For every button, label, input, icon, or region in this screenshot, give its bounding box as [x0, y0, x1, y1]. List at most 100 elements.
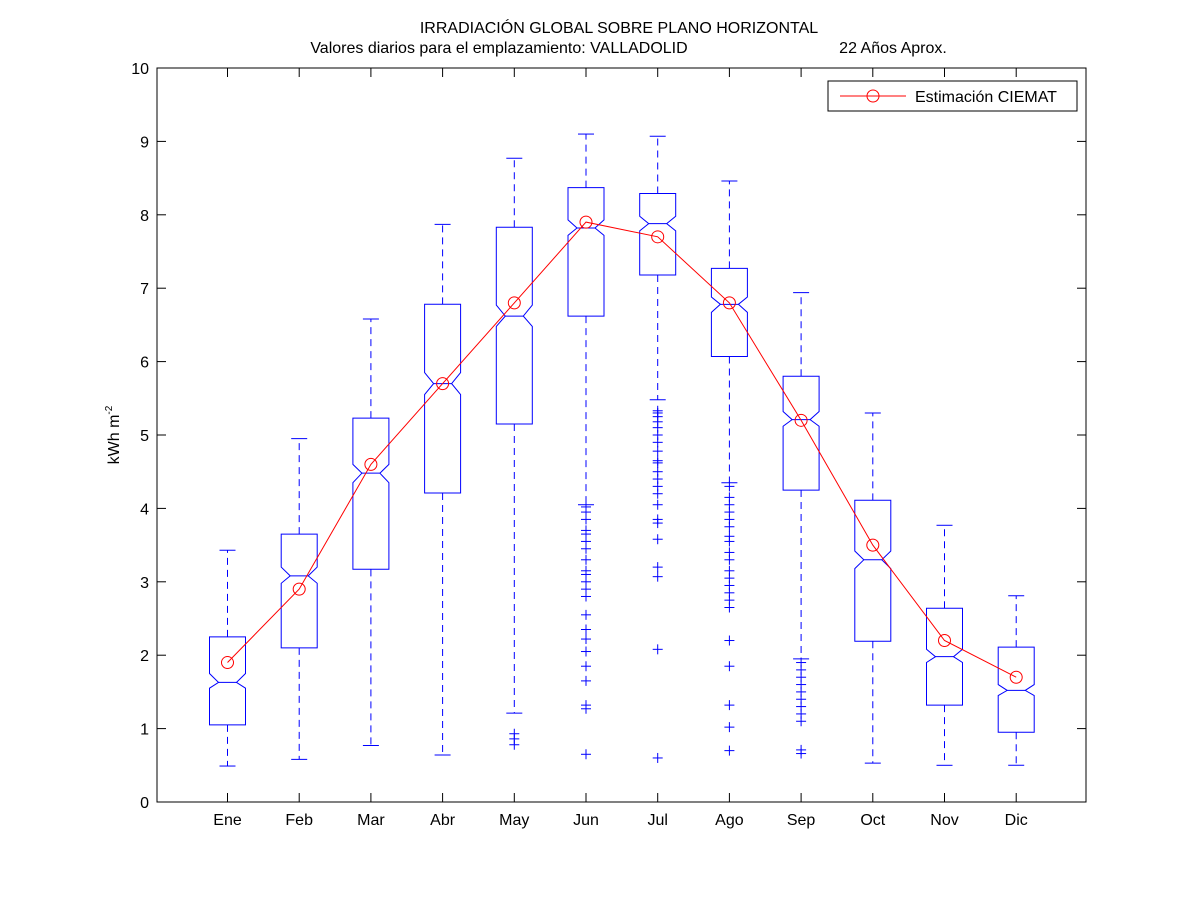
outlier-marker — [581, 501, 591, 512]
outlier-marker — [724, 700, 735, 711]
outlier-marker — [652, 466, 663, 477]
box-Dic — [997, 595, 1035, 766]
box-body — [352, 417, 390, 570]
outlier-marker — [581, 646, 591, 657]
outlier-marker — [652, 499, 663, 510]
box-body — [926, 607, 963, 706]
estimate-point-May — [507, 296, 521, 310]
outlier-marker — [652, 644, 663, 655]
outlier-marker — [581, 624, 591, 635]
outlier-marker — [581, 525, 591, 536]
estimate-point-Mar — [364, 457, 378, 471]
box-Jul — [639, 135, 677, 763]
x-tick-label: Ene — [213, 812, 242, 829]
estimate-point-Feb — [292, 582, 306, 596]
estimate-point-Nov — [938, 634, 951, 648]
estimate-point-Sep — [794, 413, 808, 427]
legend: Estimación CIEMAT — [827, 80, 1078, 112]
box-body — [209, 636, 246, 726]
outlier-marker — [796, 744, 807, 755]
outlier-marker — [581, 675, 591, 686]
outlier-marker — [581, 749, 591, 760]
x-tick-label: Mar — [357, 812, 385, 829]
x-axis: Ene Feb Mar Abr May Jun Jul Ago Sep Oct Nov Dic — [213, 68, 1028, 829]
x-tick-label: Abr — [430, 812, 456, 829]
box-body — [424, 303, 462, 494]
outlier-marker — [724, 745, 735, 756]
x-tick-label: Ago — [715, 812, 744, 829]
outlier-marker — [581, 554, 591, 565]
outlier-marker — [724, 531, 735, 542]
outlier-marker — [652, 514, 663, 525]
y-axis-label-exponent: -2 — [104, 405, 115, 414]
box-May — [495, 157, 533, 750]
y-axis: 0 1 2 3 4 5 6 7 8 9 10 — [131, 61, 1086, 812]
estimate-point-Jul — [651, 230, 665, 244]
x-tick-label: Jul — [647, 812, 667, 829]
box-body — [782, 375, 820, 491]
estimate-point-Ene — [221, 656, 234, 670]
y-axis-label-base: kWh m — [106, 415, 123, 465]
x-tick-label: Nov — [930, 812, 958, 829]
box-Sep — [782, 292, 820, 759]
outlier-marker — [652, 446, 663, 457]
y-tick-label: 4 — [140, 501, 149, 518]
chart-title: IRRADIACIÓN GLOBAL SOBRE PLANO HORIZONTA… — [420, 18, 818, 37]
legend-label: Estimación CIEMAT — [915, 89, 1057, 106]
outlier-marker — [652, 534, 663, 545]
y-tick-label: 2 — [140, 648, 149, 665]
box-Oct — [854, 412, 892, 764]
y-tick-label: 8 — [140, 208, 149, 225]
estimate-point-Abr — [436, 377, 450, 391]
outlier-marker — [724, 547, 735, 558]
outlier-marker — [724, 481, 735, 492]
box-Jun — [567, 133, 605, 760]
estimate-point-Jun — [579, 215, 593, 229]
outlier-marker — [581, 565, 591, 576]
box-Mar — [352, 318, 390, 746]
outlier-marker — [652, 405, 663, 416]
outlier-marker — [724, 565, 735, 576]
x-tick-label: May — [499, 812, 529, 829]
chart-subtitle-period: 22 Años Aprox. — [839, 40, 947, 57]
box-body — [710, 267, 748, 357]
outlier-marker — [652, 455, 663, 466]
estimate-point-Ago — [722, 296, 736, 310]
outlier-marker — [581, 634, 591, 645]
box-body — [997, 646, 1035, 733]
outlier-marker — [581, 661, 591, 672]
box-Ago — [710, 180, 748, 756]
y-tick-label: 1 — [140, 722, 149, 739]
box-body — [639, 193, 677, 276]
box-body — [280, 533, 318, 649]
boxplot-series — [209, 133, 1035, 767]
y-tick-label: 10 — [131, 61, 149, 78]
box-Ene — [209, 549, 246, 767]
box-body — [567, 187, 605, 317]
outlier-marker — [724, 722, 735, 733]
y-tick-label: 5 — [140, 428, 149, 445]
series-estimacion-ciemat — [221, 215, 1023, 684]
box-Nov — [926, 524, 963, 766]
y-tick-label: 3 — [140, 575, 149, 592]
box-body — [854, 499, 892, 642]
x-tick-label: Feb — [285, 812, 313, 829]
outlier-marker — [724, 492, 735, 503]
outlier-marker — [509, 728, 520, 739]
estimate-point-Dic — [1009, 670, 1023, 684]
y-tick-label: 6 — [140, 355, 149, 372]
estimate-line — [227, 221, 1017, 678]
x-tick-label: Jun — [573, 812, 599, 829]
outlier-marker — [652, 752, 663, 763]
chart-subtitle-location: Valores diarios para el emplazamiento: V… — [310, 40, 687, 57]
outlier-marker — [724, 635, 735, 646]
outlier-marker — [652, 571, 663, 582]
estimate-point-Oct — [866, 538, 880, 552]
outlier-marker — [652, 562, 663, 573]
outlier-marker — [581, 609, 591, 620]
outlier-marker — [724, 661, 735, 672]
x-tick-label: Oct — [860, 812, 885, 829]
y-axis-label: kWh m-2 — [104, 405, 123, 464]
